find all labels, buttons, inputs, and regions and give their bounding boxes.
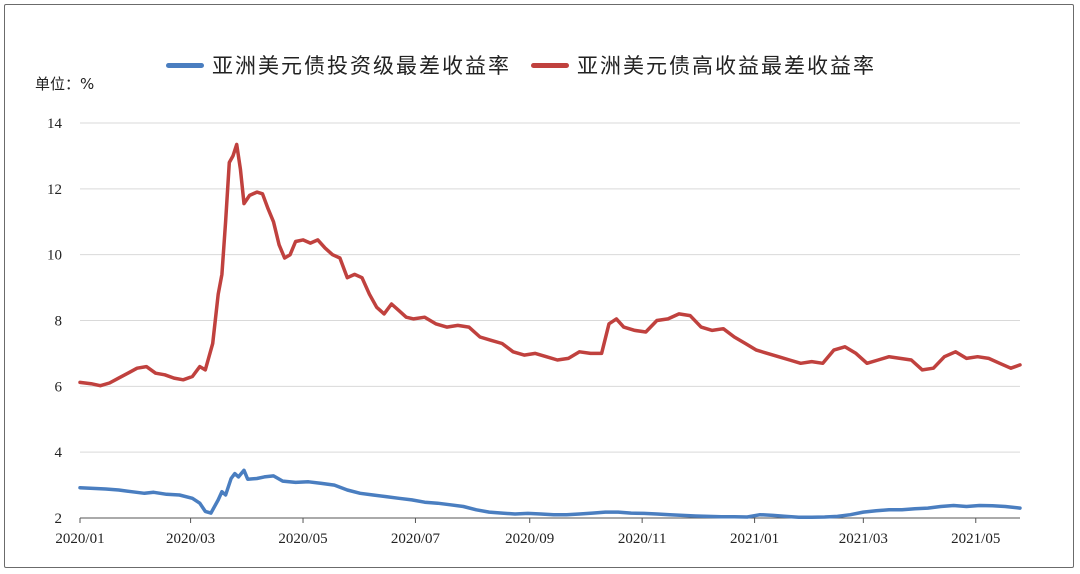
- x-tick-label-2021/01: 2021/01: [730, 531, 779, 547]
- series-line-high-yield: [78, 142, 1022, 388]
- series-line-investment-grade: [78, 468, 1022, 520]
- legend-item-high-yield: 亚洲美元债高收益最差收益率: [531, 50, 876, 80]
- y-tick-label-12: 12: [47, 182, 62, 198]
- y-tick-label-4: 4: [55, 445, 63, 461]
- x-tick-label-2020/07: 2020/07: [391, 531, 441, 547]
- y-tick-label-14: 14: [47, 116, 63, 132]
- legend: 亚洲美元债投资级最差收益率 亚洲美元债高收益最差收益率: [166, 50, 896, 80]
- legend-item-investment-grade: 亚洲美元债投资级最差收益率: [166, 50, 511, 80]
- chart-frame: [4, 4, 1074, 568]
- legend-swatch-investment-grade: [166, 62, 204, 68]
- series-lines: [78, 142, 1022, 520]
- legend-swatch-high-yield: [531, 62, 569, 68]
- legend-label-high-yield: 亚洲美元债高收益最差收益率: [577, 54, 876, 78]
- x-tick-label-2020/01: 2020/01: [55, 531, 104, 547]
- gridlines: [80, 122, 1020, 453]
- y-tick-label-6: 6: [55, 379, 63, 395]
- x-tick-label-2020/09: 2020/09: [505, 531, 554, 547]
- x-axis: 2020/01 2020/03 2020/05 2020/07 2020/09 2020/…: [55, 517, 1020, 547]
- unit-label: 单位：%: [35, 75, 95, 93]
- x-tick-label-2021/03: 2021/03: [839, 531, 888, 547]
- x-tick-label-2021/05: 2021/05: [951, 531, 1000, 547]
- x-tick-label-2020/03: 2020/03: [166, 531, 215, 547]
- y-tick-label-2: 2: [55, 511, 63, 527]
- x-tick-label-2020/05: 2020/05: [278, 531, 327, 547]
- y-tick-label-10: 10: [47, 248, 62, 264]
- legend-label-investment-grade: 亚洲美元债投资级最差收益率: [212, 54, 511, 78]
- x-tick-label-2020/11: 2020/11: [618, 531, 667, 547]
- y-tick-label-8: 8: [55, 314, 63, 330]
- y-axis-ticks: 2 4 6 8 10 12 14: [47, 116, 63, 527]
